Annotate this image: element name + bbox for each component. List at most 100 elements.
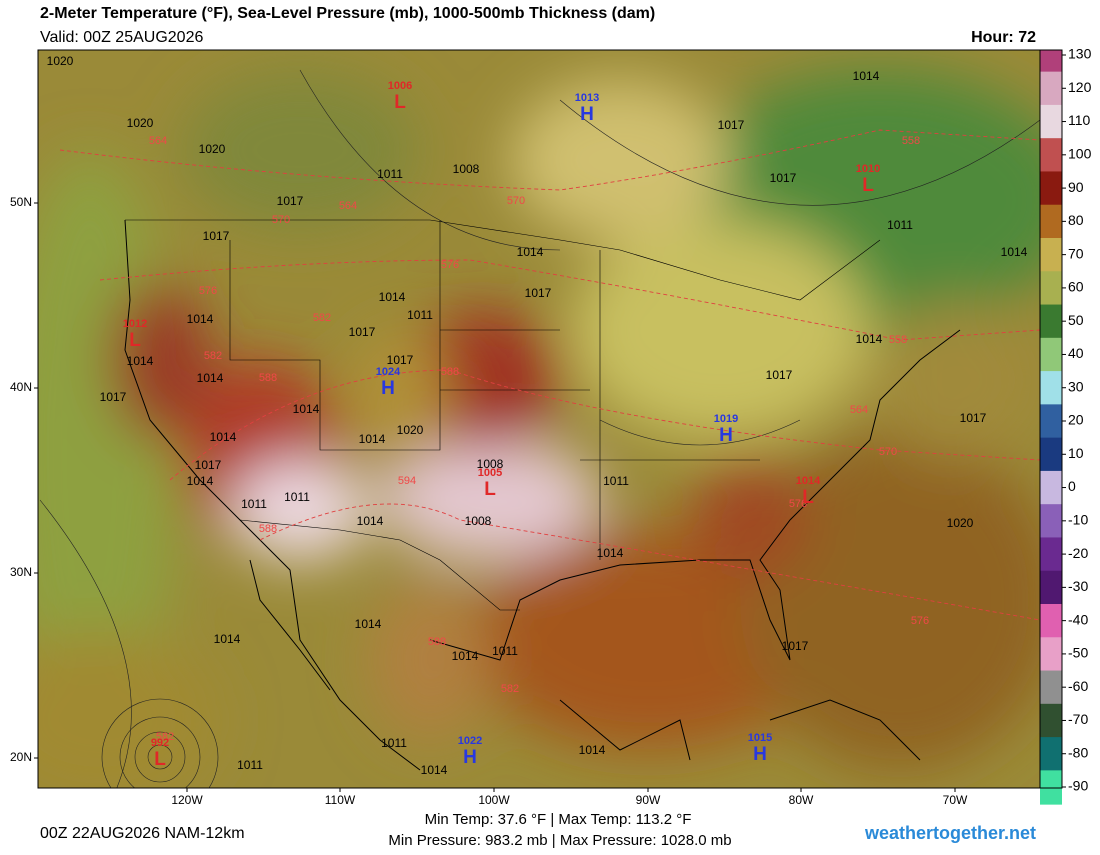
- isobar-label: 1020: [947, 516, 974, 530]
- thickness-label: 588: [441, 366, 459, 378]
- colorbar-label: -80: [1068, 744, 1088, 760]
- thickness-label: 582: [501, 683, 519, 695]
- colorbar-label: 20: [1068, 412, 1084, 428]
- isobar-label: 1017: [960, 411, 987, 425]
- colorbar-label: 50: [1068, 312, 1084, 328]
- isobar-label: 1014: [452, 649, 479, 663]
- isobar-label: 1014: [856, 332, 883, 346]
- pressure-center-value: 1019: [714, 413, 738, 425]
- isobar-label: 1014: [197, 371, 224, 385]
- colorbar-segment: [1040, 703, 1062, 739]
- thickness-label: 588: [259, 372, 277, 384]
- pressure-center-letter: L: [862, 175, 874, 196]
- colorbar-label: -20: [1068, 545, 1088, 561]
- pressure-center-letter: L: [394, 92, 406, 113]
- isobar-label: 1014: [214, 632, 241, 646]
- isobar-label: 1014: [357, 514, 384, 528]
- colorbar-label: 0: [1068, 478, 1076, 494]
- temperature-field: [38, 70, 1040, 788]
- isobar-label: 1011: [887, 218, 913, 232]
- colorbar-segment: [1040, 537, 1062, 572]
- longitude-label: 120W: [171, 793, 203, 807]
- colorbar-segment: [1040, 670, 1062, 705]
- isobar-label: 1011: [492, 644, 518, 658]
- isobar-label: 1017: [770, 171, 797, 185]
- isobar-label: 1011: [381, 736, 407, 750]
- thickness-label: 588: [428, 636, 446, 648]
- pressure-center-value: 1014: [796, 475, 821, 487]
- colorbar-label: 90: [1068, 179, 1084, 195]
- valid-time: Valid: 00Z 25AUG2026: [40, 29, 203, 46]
- thickness-label: 576: [441, 259, 459, 271]
- longitude-label: 100W: [478, 793, 510, 807]
- isobar-label: 1014: [853, 69, 880, 83]
- colorbar-label: 30: [1068, 378, 1084, 394]
- colorbar-label: 80: [1068, 212, 1084, 228]
- colorbar-label: 40: [1068, 345, 1084, 361]
- colorbar-label: 10: [1068, 445, 1084, 461]
- latitude-label: 50N: [10, 195, 32, 209]
- colorbar-label: 60: [1068, 279, 1084, 295]
- pressure-center-letter: H: [719, 425, 733, 446]
- longitude-label: 70W: [943, 793, 968, 807]
- longitude-label: 110W: [325, 793, 356, 807]
- colorbar-segment: [1040, 71, 1062, 106]
- colorbar-segment: [1040, 337, 1062, 373]
- isobar-label: 1014: [579, 743, 606, 757]
- colorbar-label: -70: [1068, 711, 1088, 727]
- colorbar-segment: [1040, 171, 1062, 206]
- isobar-label: 1017: [718, 118, 745, 132]
- latitude-label: 20N: [10, 750, 32, 764]
- isobar-label: 1017: [100, 390, 127, 404]
- thickness-label: 558: [889, 334, 907, 346]
- thickness-lines: [59, 129, 1040, 621]
- pressure-center-letter: H: [580, 104, 594, 125]
- pressure-center-letter: L: [484, 479, 496, 500]
- isobar-label: 1014: [597, 546, 624, 560]
- colorbar-segment: [1040, 637, 1062, 672]
- isobar-label: 1011: [237, 758, 263, 772]
- isobar-label: 1011: [603, 474, 629, 488]
- pressure-center-letter: L: [154, 749, 166, 770]
- isobar-label: 1011: [407, 308, 433, 322]
- pressure-center-value: 1012: [123, 318, 147, 330]
- thickness-label: 576: [911, 615, 929, 627]
- model-run: 00Z 22AUG2026 NAM-12km: [40, 825, 245, 842]
- isobar-label: 1008: [465, 514, 492, 528]
- isobar-label: 1014: [187, 474, 214, 488]
- isobar-label: 1014: [127, 354, 154, 368]
- colorbar-segment: [1040, 304, 1062, 339]
- colorbar-segment: [1040, 470, 1062, 506]
- longitude-label: 90W: [636, 793, 661, 807]
- thickness-label: 558: [902, 135, 920, 147]
- pressure-center-value: 1015: [748, 732, 772, 744]
- pressure-center-letter: H: [463, 747, 477, 768]
- thickness-label: 576: [789, 498, 807, 510]
- latitude-label: 40N: [10, 380, 32, 394]
- isobar-label: 1017: [349, 325, 376, 339]
- colorbar-segment: [1040, 737, 1062, 772]
- isobar-label: 1011: [241, 497, 267, 511]
- colorbar-label: 110: [1068, 112, 1091, 128]
- isobar-label: 1014: [210, 430, 237, 444]
- isobar-label: 1017: [277, 194, 304, 208]
- thickness-label: 564: [149, 135, 167, 147]
- colorbar-label: -10: [1068, 512, 1088, 528]
- thickness-label: 594: [398, 475, 416, 487]
- pressure-center-value: 1006: [388, 80, 412, 92]
- colorbar-label: 100: [1068, 146, 1092, 162]
- colorbar-label: -90: [1068, 778, 1088, 794]
- borders: [125, 219, 881, 611]
- colorbar-segment: [1040, 371, 1062, 406]
- colorbar-label: -50: [1068, 645, 1088, 661]
- pressure-center-letter: L: [129, 330, 141, 351]
- isobar-label: 1020: [127, 116, 154, 130]
- isobar-label: 1017: [782, 639, 809, 653]
- site-credit: weathertogether.net: [864, 823, 1036, 843]
- temp-range: Min Temp: 37.6 °F | Max Temp: 113.2 °F: [425, 811, 692, 828]
- isobar-label: 1014: [379, 290, 406, 304]
- forecast-hour: Hour: 72: [971, 29, 1036, 46]
- isobar-label: 1011: [284, 490, 310, 504]
- colorbar-segment: [1040, 504, 1062, 539]
- colorbar-segment: [1040, 604, 1062, 639]
